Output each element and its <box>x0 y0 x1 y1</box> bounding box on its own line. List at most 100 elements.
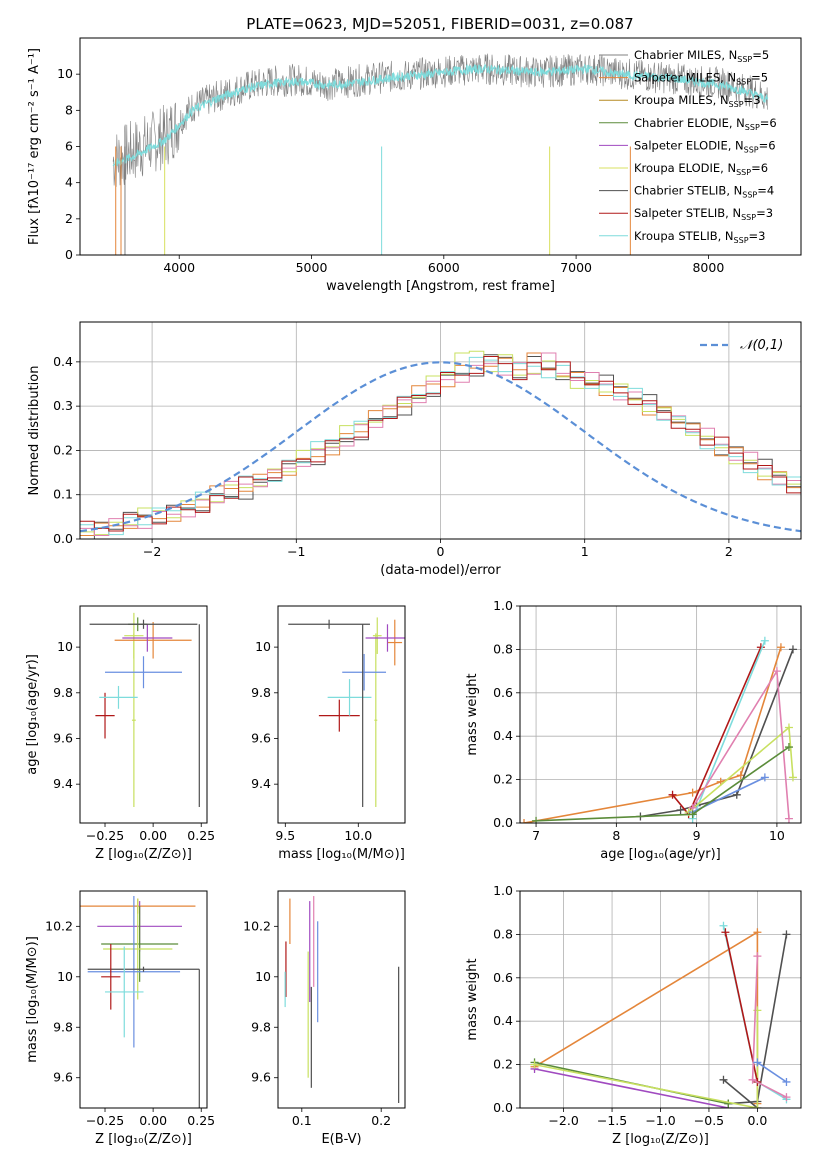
legend-entry: Kroupa MILES, NSSP=3 <box>634 93 760 109</box>
mass-weight-marker <box>719 1075 728 1084</box>
legend-entry: Salpeter ELODIE, NSSP=6 <box>634 138 776 154</box>
axes-frame <box>79 37 802 256</box>
mass-weight-line <box>640 649 794 818</box>
legend-nssp: =3 <box>749 229 766 243</box>
x-tick-label: 9 <box>693 828 701 843</box>
y-tick-label: 10 <box>255 969 271 984</box>
legend-subscript: SSP <box>736 168 751 177</box>
age-vs-z-panel: −0.25 0.00 0.25 9.4 9.6 9.8 10 Z [log₁₀(Z/Z⊙)] a… <box>25 605 215 862</box>
mass-weight-marker <box>719 921 728 930</box>
y-tick-label: 9.4 <box>53 776 73 791</box>
mass-weight-marker <box>753 1058 762 1067</box>
spectrum-data-line <box>112 53 768 187</box>
legend-model-name: Salpeter MILES, N <box>634 71 736 85</box>
y-axis-label: Normed distribution <box>27 366 42 496</box>
mass-weight-marker <box>732 790 741 799</box>
legend-nssp: =5 <box>751 71 768 85</box>
axes-frame <box>519 605 802 824</box>
mass-weight-marker <box>520 819 529 823</box>
legend-nssp: =6 <box>759 138 776 152</box>
y-axis-label: age [log₁₀(age/yr)] <box>25 654 40 775</box>
y-tick-label: 0.0 <box>493 815 513 830</box>
x-axis-label: age [log₁₀(age/yr)] <box>600 847 721 862</box>
legend-nssp: =3 <box>744 93 761 107</box>
y-tick-label: 9.4 <box>251 776 271 791</box>
x-axis-label: Z [log₁₀(Z/Z⊙)] <box>95 847 192 862</box>
mass-weight-marker <box>784 743 793 752</box>
y-tick-label: 0 <box>65 247 73 262</box>
x-tick-label: −2.0 <box>548 1113 578 1128</box>
legend-subscript: SSP <box>745 123 760 132</box>
x-tick-label: 0.00 <box>139 1113 167 1128</box>
legend-nssp: =6 <box>760 116 777 130</box>
legend-model-name: Chabrier STELIB, N <box>634 184 742 198</box>
errorbar-point <box>327 679 372 716</box>
x-tick-label: 0 <box>437 544 445 559</box>
y-tick-label: 8 <box>65 102 73 117</box>
y-tick-label: 0.8 <box>493 641 513 656</box>
x-tick-label: 0.25 <box>187 1113 215 1128</box>
y-tick-label: 0.2 <box>53 442 73 457</box>
errorbar-point <box>101 943 121 1010</box>
y-tick-label: 0.0 <box>493 1100 513 1115</box>
y-tick-label: 10.2 <box>45 918 73 933</box>
mass-weight-marker <box>688 788 697 797</box>
legend-nssp: =6 <box>751 161 768 175</box>
x-axis-label: (data-model)/error <box>380 563 501 578</box>
x-axis-label: wavelength [Angstrom, rest frame] <box>326 279 555 294</box>
histogram-step <box>80 356 801 539</box>
x-tick-label: 7 <box>532 828 540 843</box>
legend-subscript: SSP <box>744 145 759 154</box>
y-tick-label: 10 <box>57 66 73 81</box>
y-tick-label: 0.4 <box>53 354 73 369</box>
errorbar-point <box>87 966 200 972</box>
mass-weight-line <box>523 646 782 823</box>
errorbar-point <box>387 619 403 666</box>
mass-weight-marker <box>760 773 769 782</box>
y-tick-label: 10 <box>57 969 73 984</box>
y-tick-label: 9.6 <box>251 1070 271 1085</box>
axes-frame <box>277 890 406 1109</box>
x-tick-label: −2 <box>143 544 161 559</box>
y-tick-label: 1.0 <box>493 598 513 613</box>
axes-frame <box>277 605 406 824</box>
mass-vs-ebv-panel: 0.1 0.2 9.6 9.8 10 10.2 E(B-V) <box>243 890 406 1147</box>
y-tick-label: 9.8 <box>251 685 271 700</box>
mass-weight-marker <box>721 928 730 937</box>
y-axis-label: mass [log₁₀(M/M⊙)] <box>25 936 40 1063</box>
errorbar-point <box>114 621 192 659</box>
spectrum-lines <box>112 53 769 255</box>
figure-title: PLATE=0623, MJD=52051, FIBERID=0031, z=0… <box>246 15 633 33</box>
legend-model-name: Kroupa MILES, N <box>634 93 729 107</box>
mass-weight-vs-z-panel: −2.0 −1.5 −1.0 −0.5 0.0 0.0 0.2 0.4 0.6 0.8 1.0 Z [… <box>465 883 802 1147</box>
x-tick-label: 1 <box>581 544 589 559</box>
y-tick-label: 9.8 <box>251 1019 271 1034</box>
x-tick-label: 0.2 <box>371 1113 391 1128</box>
mass-weight-marker <box>782 1093 791 1102</box>
errorbar-point <box>372 617 382 654</box>
legend-model-name: Salpeter STELIB, N <box>634 206 741 220</box>
legend-model-name: Kroupa STELIB, N <box>634 229 734 243</box>
x-axis-label: Z [log₁₀(Z/Z⊙)] <box>612 1132 709 1147</box>
mass-weight-marker <box>736 771 745 780</box>
mass-weight-marker <box>782 930 791 939</box>
y-tick-label: 9.6 <box>53 730 73 745</box>
errorbar-point <box>99 685 138 709</box>
mass-weight-marker <box>748 1075 757 1084</box>
x-tick-label: 4000 <box>163 260 195 275</box>
x-tick-label: −1 <box>287 544 305 559</box>
legend-entry: Salpeter STELIB, NSSP=3 <box>634 206 773 222</box>
errorbar-point <box>131 633 136 808</box>
mass-weight-line <box>688 725 794 813</box>
y-tick-label: 10.2 <box>243 918 271 933</box>
y-tick-label: 9.6 <box>53 1070 73 1085</box>
errorbar-group <box>288 617 405 808</box>
legend-model-name: Kroupa ELODIE, N <box>634 161 736 175</box>
x-tick-label: 0.1 <box>292 1113 312 1128</box>
y-tick-label: 0.6 <box>493 685 513 700</box>
legend-nssp: =3 <box>756 206 773 220</box>
y-tick-label: 9.8 <box>53 1019 73 1034</box>
mass-weight-marker <box>782 1077 791 1086</box>
y-tick-label: 0.2 <box>493 1057 513 1072</box>
